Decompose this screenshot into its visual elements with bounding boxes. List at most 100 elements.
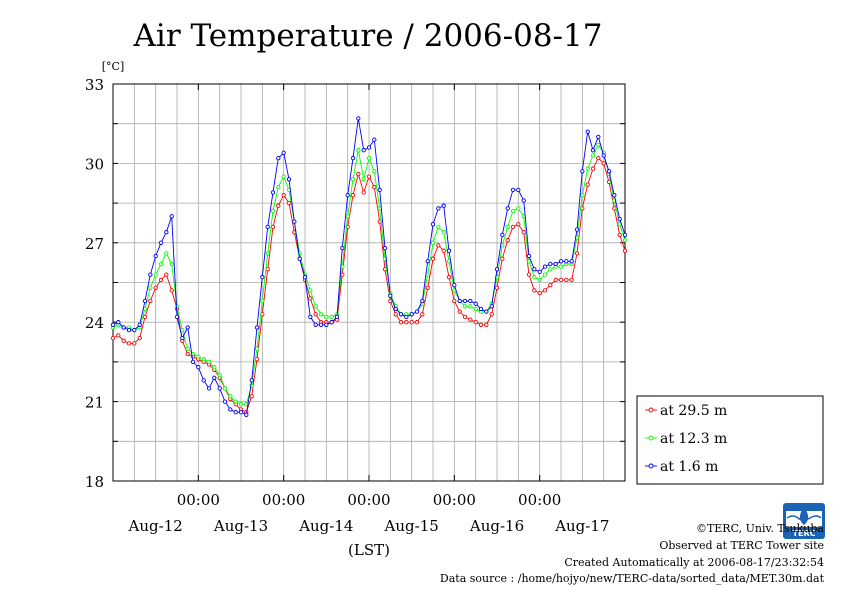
data-point xyxy=(281,150,286,155)
data-point xyxy=(137,335,142,341)
data-point xyxy=(532,288,537,293)
data-point xyxy=(356,116,361,121)
y-tick-label: 21 xyxy=(85,394,104,412)
data-point xyxy=(361,190,366,195)
data-point xyxy=(372,185,377,190)
data-point xyxy=(212,365,217,370)
data-point xyxy=(393,312,398,317)
data-point xyxy=(153,253,158,259)
y-tick-label: 30 xyxy=(85,155,104,173)
data-point xyxy=(393,306,398,312)
data-point xyxy=(276,203,281,208)
data-point xyxy=(542,272,548,277)
data-point xyxy=(110,335,116,341)
copyright-text: ©TERC, Univ. Tsukuba xyxy=(695,522,824,535)
data-point xyxy=(436,206,441,211)
data-point xyxy=(420,312,425,317)
data-point xyxy=(270,224,276,230)
data-point xyxy=(436,224,441,230)
data-point xyxy=(473,306,478,312)
data-point xyxy=(116,333,121,338)
legend-label: at 12.3 m xyxy=(660,431,727,447)
data-point xyxy=(505,224,510,230)
data-point xyxy=(244,412,249,417)
data-point xyxy=(286,200,292,206)
data-point xyxy=(233,399,238,404)
data-point xyxy=(425,259,430,264)
data-point xyxy=(350,193,356,198)
data-point xyxy=(564,277,569,283)
x-day-label: Aug-17 xyxy=(554,517,609,535)
data-point xyxy=(622,238,628,243)
data-point xyxy=(388,293,393,298)
data-point xyxy=(516,206,521,211)
data-point xyxy=(276,155,281,161)
data-point xyxy=(164,272,169,277)
data-point xyxy=(542,288,548,293)
data-point xyxy=(596,134,601,140)
data-point xyxy=(158,277,164,283)
data-point xyxy=(142,298,148,304)
data-point xyxy=(414,309,420,314)
data-point xyxy=(153,285,158,290)
data-point xyxy=(308,296,313,301)
data-point xyxy=(414,320,420,325)
terc-logo: TERC xyxy=(783,503,825,539)
data-point xyxy=(526,272,532,277)
data-point xyxy=(409,320,414,325)
series-2 xyxy=(110,142,628,407)
data-point xyxy=(238,402,244,407)
data-point xyxy=(169,214,174,219)
data-point xyxy=(516,187,521,193)
data-point xyxy=(297,256,302,261)
data-point xyxy=(505,206,510,211)
data-point xyxy=(372,169,377,174)
data-point xyxy=(404,314,409,320)
legend-label: at 1.6 m xyxy=(660,459,718,475)
data-point xyxy=(553,277,558,283)
data-point xyxy=(148,285,153,290)
data-point xyxy=(366,174,372,179)
data-point xyxy=(601,161,606,166)
data-point xyxy=(270,208,276,214)
legend: at 29.5 m at 12.3 m at 1.6 m xyxy=(636,395,824,485)
data-point xyxy=(510,224,516,230)
data-point xyxy=(308,314,313,320)
data-point xyxy=(564,259,569,264)
data-point xyxy=(478,306,484,312)
legend-item: at 29.5 m xyxy=(645,403,727,419)
data-point xyxy=(334,314,340,320)
data-point xyxy=(494,285,500,290)
data-point xyxy=(180,327,185,333)
data-point xyxy=(585,129,590,134)
data-point xyxy=(276,185,281,190)
data-point xyxy=(137,322,142,327)
data-point xyxy=(462,314,468,320)
data-point xyxy=(452,282,457,288)
data-point xyxy=(217,386,222,391)
data-point xyxy=(558,277,564,283)
data-point xyxy=(196,354,201,359)
data-point xyxy=(228,407,233,412)
data-point xyxy=(313,312,318,317)
data-point xyxy=(468,304,473,309)
data-point xyxy=(548,261,553,267)
data-point xyxy=(260,298,265,304)
data-point xyxy=(409,312,414,317)
x-axis-label: (LST) xyxy=(348,541,390,559)
data-point xyxy=(441,230,446,235)
data-point xyxy=(436,243,441,248)
data-point xyxy=(366,145,372,150)
data-point xyxy=(308,288,313,293)
data-point xyxy=(617,216,622,222)
x-day-label: Aug-13 xyxy=(213,517,268,535)
y-tick-label: 33 xyxy=(85,76,104,94)
data-point xyxy=(318,322,324,327)
data-point xyxy=(430,256,436,261)
legend-label: at 29.5 m xyxy=(660,403,727,419)
data-point xyxy=(121,325,126,330)
source-text: Data source : /home/hojyo/new/TERC-data/… xyxy=(439,572,824,585)
data-point xyxy=(521,198,526,203)
x-day-label: Aug-14 xyxy=(298,517,353,535)
data-point xyxy=(377,187,382,193)
